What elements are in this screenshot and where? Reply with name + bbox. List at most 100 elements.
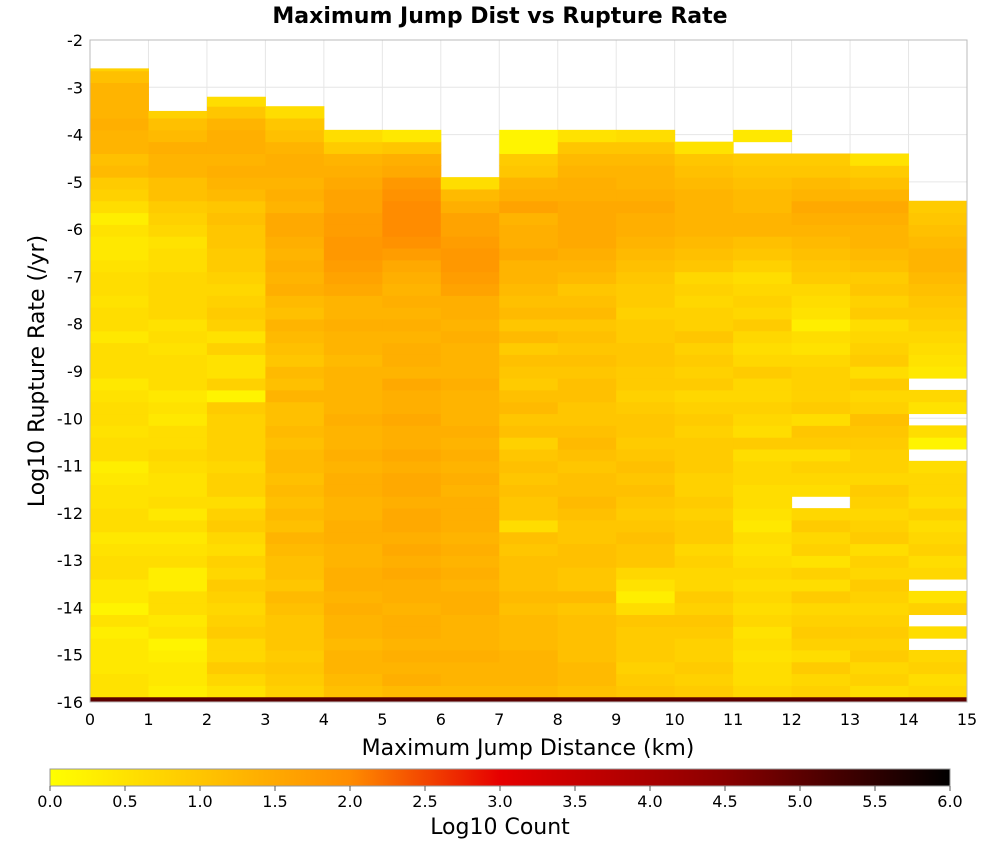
heatmap-cell xyxy=(148,110,208,119)
heatmap-cell xyxy=(557,389,617,403)
y-tick-label: -4 xyxy=(67,126,83,145)
heatmap-cell xyxy=(265,638,325,651)
heatmap-cell xyxy=(674,496,734,509)
heatmap-cell xyxy=(323,366,383,379)
heatmap-cell xyxy=(733,685,793,698)
heatmap-cell xyxy=(90,413,149,426)
heatmap-cell xyxy=(323,342,383,355)
heatmap-cell xyxy=(616,437,676,450)
heatmap-cell xyxy=(908,519,968,533)
heatmap-cell xyxy=(148,638,208,651)
heatmap-cell xyxy=(440,673,500,686)
heatmap-cell xyxy=(148,153,208,166)
heatmap-cell xyxy=(265,449,325,462)
heatmap-cell xyxy=(733,389,793,403)
heatmap-cell xyxy=(206,354,266,367)
heatmap-cell xyxy=(323,224,383,237)
heatmap-cell xyxy=(733,649,793,663)
heatmap-cell xyxy=(733,224,793,237)
heatmap-cell xyxy=(616,212,676,225)
heatmap-cell xyxy=(382,248,442,261)
heatmap-cell xyxy=(382,649,442,663)
heatmap-cell xyxy=(148,579,208,592)
heatmap-cell xyxy=(557,685,617,698)
heatmap-cell xyxy=(265,649,325,663)
heatmap-cell xyxy=(616,330,676,344)
heatmap-cell xyxy=(90,519,149,533)
heatmap-cell xyxy=(265,141,325,154)
heatmap-cell xyxy=(382,579,442,592)
heatmap-cell xyxy=(206,366,266,379)
heatmap-cell xyxy=(733,259,793,273)
heatmap-cell xyxy=(791,224,851,237)
heatmap-cell xyxy=(616,602,676,616)
heatmap-cell xyxy=(499,437,559,450)
heatmap-cell xyxy=(440,177,500,190)
heatmap-cell xyxy=(616,165,676,178)
heatmap-cell xyxy=(265,188,325,202)
heatmap-cell xyxy=(206,330,266,344)
heatmap-cell xyxy=(440,519,500,533)
heatmap-cell xyxy=(440,567,500,580)
heatmap-cell xyxy=(499,283,559,296)
heatmap-cell xyxy=(323,472,383,485)
heatmap-cell xyxy=(850,165,910,178)
heatmap-cell xyxy=(908,437,968,450)
heatmap-cell xyxy=(499,579,559,592)
heatmap-cell xyxy=(440,389,500,403)
heatmap-cell xyxy=(206,425,266,438)
heatmap-cell xyxy=(440,685,500,698)
heatmap-cell xyxy=(323,661,383,675)
heatmap-cell xyxy=(674,200,734,214)
heatmap-cell xyxy=(791,212,851,225)
heatmap-cell xyxy=(323,673,383,686)
heatmap-cell xyxy=(499,638,559,651)
heatmap-cell xyxy=(616,649,676,663)
heatmap-cell xyxy=(616,638,676,651)
heatmap-cell xyxy=(499,295,559,308)
heatmap-cell xyxy=(499,496,559,509)
heatmap-cell xyxy=(499,449,559,462)
heatmap-cell xyxy=(791,330,851,344)
heatmap-cell xyxy=(90,82,149,95)
heatmap-cell xyxy=(323,177,383,190)
heatmap-cell xyxy=(440,638,500,651)
heatmap-cell xyxy=(440,626,500,639)
heatmap-cell xyxy=(206,271,266,285)
heatmap-cell xyxy=(850,579,910,592)
heatmap-cell xyxy=(90,543,149,556)
heatmap-cell xyxy=(440,212,500,225)
heatmap-cell xyxy=(148,248,208,261)
y-tick-label: -14 xyxy=(57,598,83,617)
heatmap-cell xyxy=(206,543,266,556)
heatmap-cell xyxy=(206,153,266,166)
heatmap-bottom-row xyxy=(90,697,967,702)
heatmap-cell xyxy=(382,614,442,627)
heatmap-cell xyxy=(382,200,442,214)
heatmap-cell xyxy=(674,188,734,202)
heatmap-cell xyxy=(90,342,149,355)
heatmap-cell xyxy=(265,259,325,273)
heatmap-cell xyxy=(499,460,559,474)
heatmap-cell xyxy=(90,555,149,568)
heatmap-cell xyxy=(148,484,208,497)
heatmap-cell xyxy=(616,425,676,438)
heatmap-cell xyxy=(148,295,208,308)
heatmap-cell xyxy=(323,626,383,639)
heatmap-cell xyxy=(148,590,208,604)
heatmap-cell xyxy=(440,248,500,261)
heatmap-cell xyxy=(733,295,793,308)
y-tick-label: -12 xyxy=(57,504,83,523)
heatmap-cell xyxy=(265,212,325,225)
heatmap-cell xyxy=(90,259,149,273)
heatmap-cell xyxy=(206,413,266,426)
heatmap-cell xyxy=(499,685,559,698)
heatmap-cell xyxy=(90,307,149,320)
heatmap-cell xyxy=(440,330,500,344)
heatmap-cell xyxy=(908,259,968,273)
heatmap-cell xyxy=(557,531,617,545)
heatmap-cell xyxy=(557,354,617,367)
heatmap-cell xyxy=(265,366,325,379)
heatmap-cell xyxy=(206,567,266,580)
heatmap-cell xyxy=(382,590,442,604)
